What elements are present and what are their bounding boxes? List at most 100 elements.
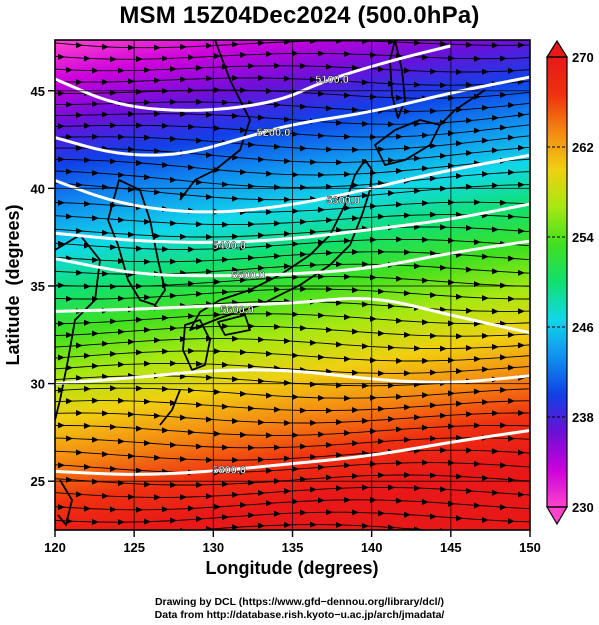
wind-arrow	[300, 443, 307, 450]
wind-arrow	[144, 360, 151, 367]
wind-arrow	[284, 419, 291, 426]
wind-arrow	[144, 294, 151, 301]
wind-arrow	[66, 435, 73, 442]
wind-arrow	[222, 221, 229, 228]
wind-arrow	[214, 503, 221, 510]
wind-arrow	[508, 67, 515, 74]
streamline	[55, 474, 530, 486]
wind-arrow	[110, 424, 117, 431]
wind-arrow	[344, 395, 351, 402]
wind-arrow	[326, 249, 333, 256]
wind-arrow	[318, 206, 325, 213]
contour-5400.0	[55, 202, 530, 244]
wind-arrow	[466, 266, 473, 273]
wind-arrow	[188, 429, 195, 436]
wind-arrow	[336, 261, 343, 268]
wind-arrow	[440, 412, 447, 419]
wind-arrow	[84, 200, 91, 207]
contour-5100.0	[55, 44, 452, 112]
wind-arrow	[144, 440, 151, 447]
wind-arrow	[422, 200, 429, 207]
contour-label: 5500.0	[231, 269, 265, 281]
wind-arrow	[508, 255, 515, 262]
wind-arrow	[336, 227, 343, 234]
wind-arrow	[292, 50, 299, 57]
wind-arrow	[180, 414, 187, 421]
wind-arrow	[492, 226, 499, 233]
wind-arrow	[448, 55, 455, 62]
wind-arrow	[162, 314, 169, 321]
streamline	[55, 424, 530, 436]
streamline	[55, 412, 530, 424]
x-tick-label: 140	[361, 540, 383, 555]
wind-arrow	[136, 425, 143, 432]
wind-arrow	[206, 416, 213, 423]
wind-arrow	[222, 361, 229, 368]
wind-arrow	[266, 242, 273, 249]
wind-arrow	[222, 444, 229, 451]
wind-arrow	[300, 145, 307, 152]
wind-arrow	[336, 341, 343, 348]
contour-5600.0	[55, 297, 530, 335]
wind-arrow	[66, 101, 73, 108]
wind-arrow	[58, 504, 65, 511]
wind-arrow	[326, 407, 333, 414]
streamline	[55, 52, 530, 60]
wind-arrow	[136, 467, 143, 474]
wind-arrow	[266, 467, 273, 474]
wind-arrow	[248, 512, 255, 519]
wind-arrow	[362, 192, 369, 199]
y-axis-label: Latitude (degrees)	[3, 204, 23, 365]
wind-arrow	[258, 75, 265, 82]
wind-arrow	[110, 56, 117, 63]
wind-arrow	[222, 323, 229, 330]
wind-arrow	[344, 355, 351, 362]
wind-arrow	[274, 444, 281, 451]
wind-arrow	[232, 376, 239, 383]
wind-arrow	[66, 364, 73, 371]
wind-arrow	[128, 231, 135, 238]
wind-arrow	[466, 81, 473, 88]
wind-arrow	[58, 156, 65, 163]
wind-arrow	[92, 436, 99, 443]
wind-arrow	[456, 173, 463, 180]
wind-arrow	[440, 152, 447, 159]
wind-arrow	[396, 133, 403, 140]
wind-arrow	[500, 55, 507, 62]
wind-arrow	[258, 490, 265, 497]
wind-arrow	[336, 485, 343, 492]
wind-arrow	[500, 504, 507, 511]
wind-arrow	[214, 311, 221, 318]
streamline	[55, 226, 530, 238]
wind-arrow	[466, 225, 473, 232]
wind-arrow	[232, 491, 239, 498]
wind-arrow	[76, 374, 83, 381]
wind-arrow	[492, 410, 499, 417]
wind-arrow	[196, 179, 203, 186]
contour-label: 5100.0	[315, 74, 349, 86]
wind-arrow	[474, 422, 481, 429]
map-panel: 5100.0 5200.0 5300.0 5400.0 5500.0 5600.0 5800…	[54, 39, 531, 531]
wind-arrow	[508, 435, 515, 442]
wind-arrow	[66, 66, 73, 73]
colorbar-tick-label: 246	[572, 320, 594, 335]
wind-arrow	[518, 42, 525, 49]
wind-arrow	[344, 273, 351, 280]
wind-arrow	[404, 331, 411, 338]
wind-arrow	[300, 325, 307, 332]
wind-arrow	[422, 236, 429, 243]
wind-arrow	[474, 199, 481, 206]
wind-arrow	[440, 486, 447, 493]
coastline-korea	[107, 179, 166, 306]
wind-arrow	[318, 132, 325, 139]
wind-arrow	[310, 339, 317, 346]
wind-arrow	[310, 419, 317, 426]
wind-arrow	[440, 41, 447, 48]
wind-arrow	[448, 423, 455, 430]
wind-arrow	[240, 502, 247, 509]
wind-arrow	[396, 357, 403, 364]
wind-arrow	[318, 431, 325, 438]
streamline	[55, 158, 530, 176]
wind-arrow	[222, 481, 229, 488]
chart-title: MSM 15Z04Dec2024 (500.0hPa)	[119, 2, 480, 29]
